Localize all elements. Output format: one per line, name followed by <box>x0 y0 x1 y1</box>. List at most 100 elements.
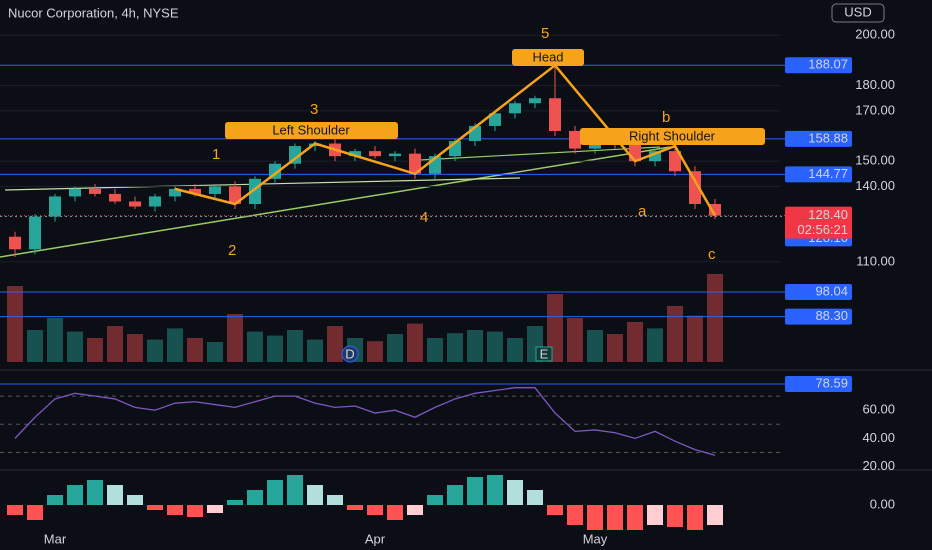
candle-body <box>349 151 361 157</box>
rsi-line <box>14 387 716 456</box>
price-label-box <box>785 284 852 301</box>
candle-body <box>229 186 241 204</box>
histogram-bar <box>227 500 243 505</box>
histogram-bar <box>127 495 143 505</box>
volume-bar <box>7 286 23 362</box>
currency-box[interactable] <box>831 3 885 23</box>
histogram-bar <box>407 505 423 515</box>
histogram-bar <box>667 505 683 527</box>
y-tick-label: 110.00 <box>856 253 895 268</box>
volume-bar <box>487 331 503 362</box>
volume-bar <box>247 331 263 362</box>
y-tick-label: 200.00 <box>855 27 895 42</box>
volume-bar <box>267 335 283 362</box>
volume-bar <box>647 328 663 362</box>
y-tick-label: 40.00 <box>862 430 895 445</box>
histogram-bar <box>447 485 463 505</box>
histogram-bar <box>547 505 563 515</box>
price-label: 158.88 <box>808 130 848 145</box>
event-label[interactable]: E <box>540 346 549 361</box>
x-tick-label: Mar <box>44 531 67 546</box>
y-tick-label: 140.00 <box>855 178 895 193</box>
candle-body <box>189 188 201 194</box>
volume-bar <box>407 323 423 362</box>
candle-body <box>29 216 41 250</box>
histogram-bar <box>567 505 583 525</box>
histogram-bar <box>187 505 203 517</box>
event-marker[interactable] <box>535 346 553 362</box>
histogram-bar <box>507 480 523 505</box>
candle-body <box>649 151 661 162</box>
volume-bar <box>67 331 83 362</box>
price-label: 144.77 <box>808 166 848 181</box>
volume-bar <box>607 334 623 362</box>
histogram-bar <box>587 505 603 530</box>
histogram-bar <box>367 505 383 515</box>
candle-body <box>49 196 61 217</box>
histogram-bar <box>267 480 283 505</box>
price-label-box <box>785 166 852 183</box>
volume-bar <box>387 334 403 362</box>
histogram-bar <box>487 475 503 505</box>
y-tick-label: 20.00 <box>862 458 895 473</box>
candle-body <box>489 113 501 126</box>
volume-bar <box>567 318 583 362</box>
wave-label: c <box>708 246 716 263</box>
histogram-bar <box>7 505 23 515</box>
histogram-bar <box>107 485 123 505</box>
volume-bar <box>127 334 143 362</box>
volume-bar <box>547 294 563 362</box>
histogram-bar <box>387 505 403 520</box>
price-label: 188.07 <box>808 57 848 72</box>
neckline <box>419 146 661 161</box>
wave-label: b <box>662 109 670 126</box>
price-label: 98.04 <box>815 283 848 298</box>
volume-bar <box>87 338 103 362</box>
event-marker[interactable] <box>341 345 359 363</box>
volume-bar <box>27 330 43 362</box>
candle-body <box>149 196 161 207</box>
volume-bar <box>147 339 163 362</box>
last-price-box <box>785 206 852 239</box>
histogram-bar <box>707 505 723 525</box>
histogram-bar <box>427 495 443 505</box>
price-label-box <box>785 57 852 74</box>
candle-body <box>369 151 381 157</box>
price-label-box <box>785 376 852 393</box>
volume-bar <box>667 306 683 362</box>
x-tick-label: May <box>583 531 608 546</box>
histogram-bar <box>47 495 63 505</box>
wave-label: 4 <box>420 209 428 226</box>
histogram-bar <box>347 505 363 510</box>
wave-label: a <box>638 203 647 220</box>
candle-body <box>569 130 581 149</box>
wave-label: 5 <box>541 25 549 42</box>
volume-bar <box>627 322 643 362</box>
volume-bar <box>367 341 383 362</box>
volume-bar <box>207 342 223 362</box>
y-tick-label: 0.00 <box>870 496 895 511</box>
candle-body <box>549 98 561 131</box>
countdown: 02:56:21 <box>797 222 848 237</box>
event-label[interactable]: D <box>345 346 354 361</box>
volume-bar <box>467 330 483 362</box>
volume-bar <box>47 318 63 362</box>
histogram-bar <box>307 485 323 505</box>
candle-body <box>529 98 541 104</box>
currency[interactable]: USD <box>844 4 871 19</box>
volume-bar <box>587 330 603 362</box>
annotation: Head <box>532 49 563 64</box>
price-label-box <box>785 308 852 325</box>
annotation: Left Shoulder <box>272 122 350 137</box>
histogram-bar <box>607 505 623 530</box>
price-label-box <box>785 130 852 147</box>
histogram-bar <box>147 505 163 510</box>
candle-body <box>689 171 701 204</box>
histogram-bar <box>687 505 703 530</box>
chart-title: Nucor Corporation, 4h, NYSE <box>8 5 179 20</box>
histogram-bar <box>27 505 43 520</box>
wave-label: 2 <box>228 242 236 259</box>
y-tick-label: 170.00 <box>855 102 895 117</box>
candle-body <box>69 188 81 197</box>
candle-body <box>129 201 141 207</box>
